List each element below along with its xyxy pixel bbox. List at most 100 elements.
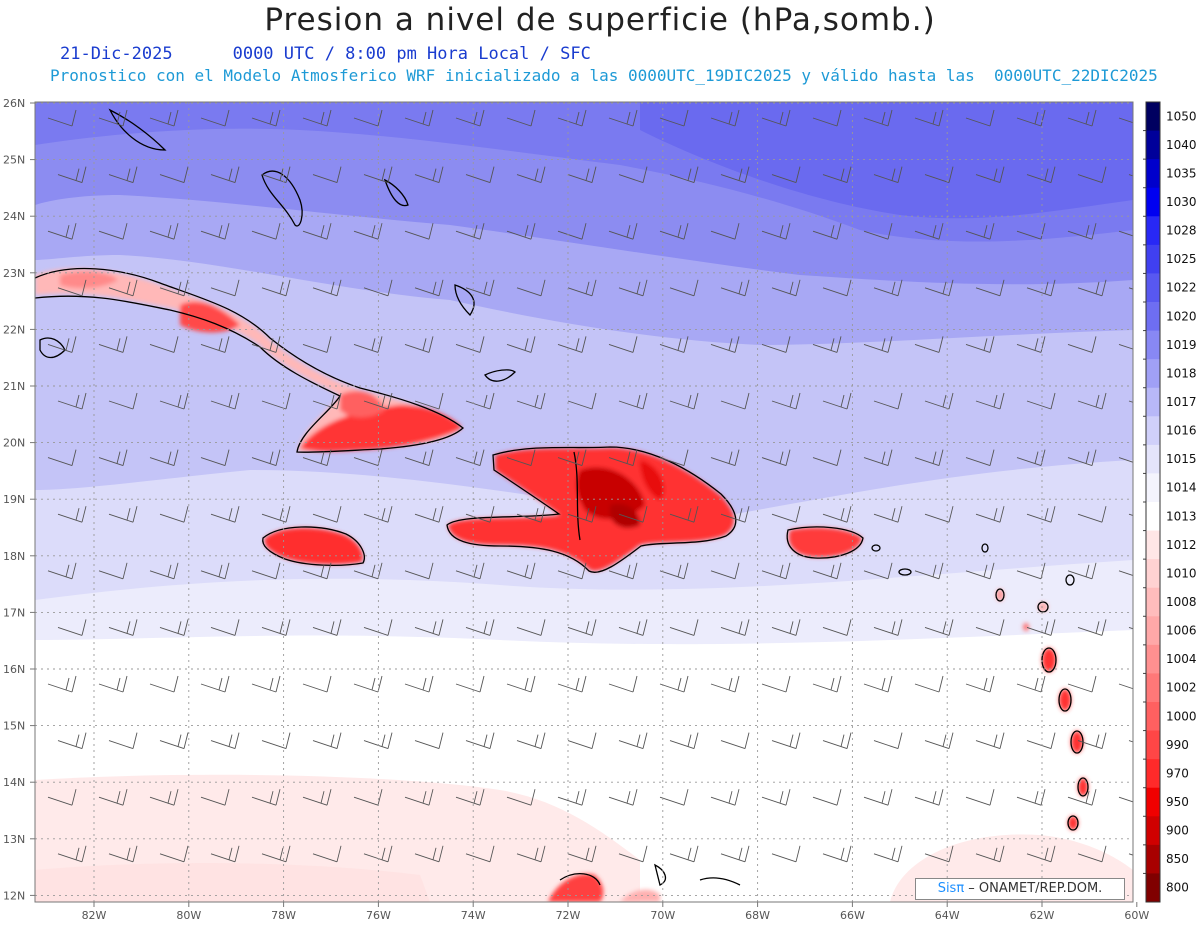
wind-barb <box>1118 570 1133 576</box>
wind-barb <box>455 109 485 127</box>
wind-barb <box>557 789 587 806</box>
wind-barb <box>210 619 240 636</box>
wind-barb <box>507 902 535 918</box>
wind-barb <box>1026 506 1056 523</box>
colorbar-swatch <box>1146 102 1160 132</box>
plot-frame <box>34 101 1134 903</box>
wind-barb <box>455 449 485 467</box>
wind-barb <box>353 789 383 806</box>
time-info-line: 21-Dic-2025 0000 UTC / 8:00 pm Hora Local… <box>60 44 651 64</box>
wind-barb <box>353 675 383 693</box>
wind-barb <box>1016 223 1046 240</box>
wind-barb <box>516 506 546 523</box>
wind-barb <box>965 789 995 806</box>
wind-barb <box>557 449 587 467</box>
wind-barb <box>618 279 648 297</box>
colorbar-label: 1022 <box>1166 281 1197 295</box>
colorbar-swatch <box>1146 159 1160 189</box>
lat-label: 15N <box>3 720 25 733</box>
wind-barb <box>210 279 240 297</box>
colorbar-label: 1002 <box>1166 681 1197 695</box>
wind-barb <box>312 732 342 750</box>
wind-barb <box>710 675 740 693</box>
wind-barb <box>975 392 1005 410</box>
wind-barb <box>659 449 689 467</box>
wind-barb <box>924 845 954 863</box>
wind-barb <box>516 732 546 750</box>
colorbar-label: 970 <box>1166 766 1189 780</box>
wind-barb <box>771 732 801 750</box>
wind-barb <box>812 562 842 580</box>
wind-barb <box>761 336 791 353</box>
wind-barb <box>863 562 893 580</box>
wind-barb <box>516 392 546 410</box>
wind-barb <box>159 732 189 750</box>
wind-barb <box>149 675 179 693</box>
colorbar-label: 1018 <box>1166 366 1197 380</box>
lon-label: 76W <box>366 909 391 922</box>
wind-barb <box>302 789 332 806</box>
lon-label: 80W <box>176 909 201 922</box>
wind-barb <box>914 675 944 693</box>
wind-barb <box>414 392 444 410</box>
wind-barb <box>669 506 699 523</box>
wind-barb <box>1067 223 1097 240</box>
lon-label: 74W <box>461 909 486 922</box>
wind-barb <box>108 506 138 523</box>
wind-barb <box>47 675 77 693</box>
wind-barb <box>47 449 77 467</box>
wind-barb <box>363 166 393 184</box>
lat-label: 18N <box>3 550 25 563</box>
map-title: Presion a nivel de superficie (hPa,somb.… <box>264 2 936 38</box>
wind-barb <box>312 619 342 636</box>
colorbar-swatch <box>1146 673 1160 703</box>
wind-barb <box>414 619 444 636</box>
wind-barb <box>557 675 587 693</box>
wind-barb <box>822 392 852 410</box>
wind-barb <box>812 675 842 693</box>
wind-barb <box>251 789 281 806</box>
colorbar-swatch <box>1146 616 1160 646</box>
wind-barb <box>210 506 240 523</box>
wind-barb <box>414 506 444 523</box>
wind-barb <box>771 279 801 297</box>
wind-barb <box>567 392 597 410</box>
wind-barb <box>455 562 485 580</box>
wind-barb <box>771 845 801 863</box>
wind-barb <box>455 675 485 693</box>
wind-barb <box>108 845 138 863</box>
colorbar-label: 1008 <box>1166 595 1197 609</box>
wind-barb <box>1118 683 1133 690</box>
graticule <box>35 102 1133 902</box>
lat-label: 13N <box>3 833 25 846</box>
wind-barb <box>914 336 944 353</box>
colorbar-label: 1019 <box>1166 338 1197 352</box>
wind-barb <box>1077 279 1107 297</box>
wind-barb <box>150 902 178 918</box>
wind-barb <box>822 506 852 523</box>
colorbar-swatch <box>1146 359 1160 389</box>
wind-barb <box>149 336 179 353</box>
wind-barb <box>210 732 240 750</box>
wind-barb <box>404 675 434 693</box>
colorbar-swatch <box>1146 387 1160 417</box>
wind-barb <box>200 789 230 806</box>
colorbar-swatch <box>1146 759 1160 789</box>
wind-barb <box>710 223 740 240</box>
wind-barb <box>251 562 281 580</box>
wind-barb <box>975 506 1005 523</box>
wind-barb <box>1077 732 1107 750</box>
wind-barb <box>710 336 740 353</box>
wind-barb <box>149 223 179 240</box>
wind-barb <box>965 675 995 693</box>
wind-barb <box>353 223 383 240</box>
wind-barb <box>159 392 189 410</box>
wind-barb <box>1016 789 1046 806</box>
wind-barb <box>363 392 393 410</box>
lat-label: 22N <box>3 323 25 336</box>
wind-barb <box>567 166 597 184</box>
wind-barb <box>659 336 689 353</box>
lon-label: 60W <box>1124 909 1149 922</box>
wind-barb <box>98 789 128 806</box>
colorbar-label: 990 <box>1166 738 1189 752</box>
